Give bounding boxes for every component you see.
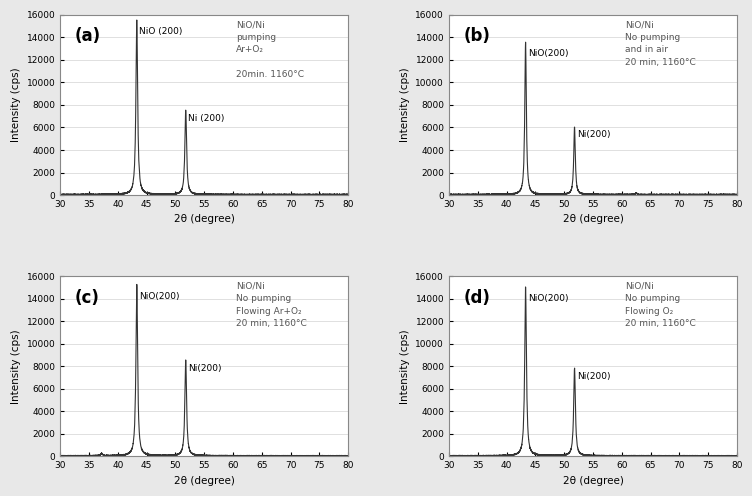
Text: NiO/Ni
No pumping
Flowing O₂
20 min, 1160°C: NiO/Ni No pumping Flowing O₂ 20 min, 116… (625, 282, 696, 328)
X-axis label: 2θ (degree): 2θ (degree) (174, 476, 235, 486)
Text: NiO(200): NiO(200) (528, 294, 569, 303)
Y-axis label: Intensity (cps): Intensity (cps) (400, 329, 410, 404)
Text: (b): (b) (463, 27, 490, 46)
Text: NiO/Ni
pumping
Ar+O₂

20min. 1160°C: NiO/Ni pumping Ar+O₂ 20min. 1160°C (236, 20, 304, 79)
Y-axis label: Intensity (cps): Intensity (cps) (11, 67, 21, 142)
Text: (a): (a) (74, 27, 101, 46)
X-axis label: 2θ (degree): 2θ (degree) (562, 476, 623, 486)
Text: NiO/Ni
No pumping
and in air
20 min, 1160°C: NiO/Ni No pumping and in air 20 min, 116… (625, 20, 696, 67)
Y-axis label: Intensity (cps): Intensity (cps) (11, 329, 21, 404)
Text: NiO(200): NiO(200) (528, 49, 569, 58)
X-axis label: 2θ (degree): 2θ (degree) (562, 214, 623, 225)
Text: (d): (d) (463, 289, 490, 307)
X-axis label: 2θ (degree): 2θ (degree) (174, 214, 235, 225)
Text: Ni(200): Ni(200) (188, 365, 222, 373)
Text: NiO/Ni
No pumping
Flowing Ar+O₂
20 min, 1160°C: NiO/Ni No pumping Flowing Ar+O₂ 20 min, … (236, 282, 307, 328)
Text: Ni (200): Ni (200) (188, 114, 224, 123)
Text: Ni(200): Ni(200) (577, 130, 611, 139)
Text: (c): (c) (74, 289, 99, 307)
Text: Ni(200): Ni(200) (577, 372, 611, 381)
Y-axis label: Intensity (cps): Intensity (cps) (400, 67, 410, 142)
Text: NiO (200): NiO (200) (139, 27, 183, 37)
Text: NiO(200): NiO(200) (139, 292, 180, 301)
